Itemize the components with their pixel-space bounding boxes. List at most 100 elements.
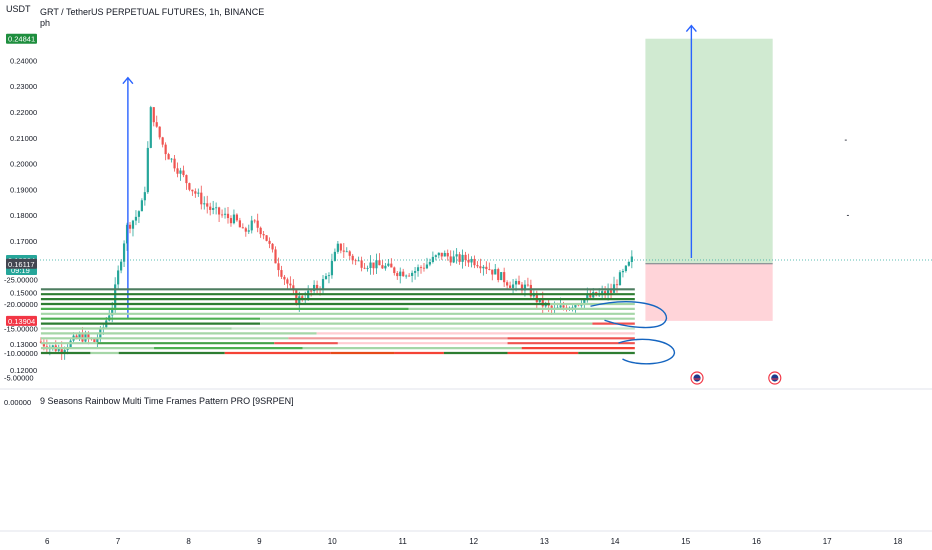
candle <box>452 250 455 264</box>
candle-body <box>217 207 221 215</box>
candle <box>131 219 135 237</box>
candle-body <box>461 254 464 262</box>
time-tick-label: 18 <box>893 537 902 546</box>
candle <box>345 247 348 253</box>
candle-body <box>182 170 185 176</box>
candle <box>241 223 244 229</box>
time-tick-label: 10 <box>328 537 337 546</box>
candle-body <box>42 342 45 347</box>
candle <box>491 269 494 281</box>
candle <box>203 196 206 210</box>
time-tick-label: 9 <box>257 537 262 546</box>
price-axis-badge: 0.16117 <box>6 258 37 269</box>
candle-body <box>571 307 574 309</box>
candle <box>473 255 476 269</box>
candle <box>393 266 396 276</box>
candle-body <box>176 168 179 174</box>
up-arrow <box>685 24 697 259</box>
candle-body <box>203 203 206 205</box>
candle <box>310 289 313 297</box>
candle <box>179 167 182 181</box>
time-axis: 6 7 8 9 10 11 12 13 14 15 16 17 18 <box>45 537 903 546</box>
candle-body <box>586 295 589 300</box>
candle <box>508 281 512 289</box>
candle <box>238 217 241 228</box>
candle-body <box>333 251 337 261</box>
candle-body <box>215 207 218 209</box>
candle-body <box>363 267 366 269</box>
candle <box>339 243 342 254</box>
symbol-title[interactable]: GRT / TetherUS PERPETUAL FUTURES, 1h, BI… <box>40 7 265 17</box>
candle-body <box>247 230 250 232</box>
candle <box>375 253 378 275</box>
candle-body <box>286 279 289 284</box>
candle-body <box>431 256 434 262</box>
candle-body <box>96 338 99 343</box>
candle-body <box>618 272 622 286</box>
price-tick-label: 0.21000 <box>10 134 37 143</box>
candle <box>627 260 630 267</box>
candle-body <box>292 285 295 291</box>
price-badge-bg <box>6 258 37 269</box>
candle-body <box>589 295 592 298</box>
indicator-axis: 0.00000 -5.00000 -10.00000 -15.00000 -20.000… <box>4 276 38 408</box>
candle <box>482 264 485 276</box>
candle-body <box>520 284 524 291</box>
candle <box>155 115 158 128</box>
candle <box>541 291 544 315</box>
candle-body <box>280 270 283 277</box>
candle-body <box>324 276 328 280</box>
indicator-title[interactable]: 9 Seasons Rainbow Multi Time Frames Patt… <box>40 396 294 406</box>
candle <box>143 186 146 206</box>
time-tick-label: 16 <box>752 537 761 546</box>
candle-body <box>562 305 565 308</box>
economic-event-icon <box>768 371 782 385</box>
price-tick-label: 0.19000 <box>10 185 37 194</box>
candle-body <box>506 282 509 286</box>
candle-body <box>488 269 491 270</box>
candle-body <box>440 252 443 257</box>
overlay-label[interactable]: ph <box>40 18 51 28</box>
candle <box>120 259 123 274</box>
candle-body <box>446 252 449 257</box>
candle <box>217 206 221 223</box>
candle-body <box>354 260 357 262</box>
candle-body <box>416 267 420 272</box>
candle <box>271 243 274 253</box>
candle <box>428 258 432 267</box>
candle <box>500 271 503 281</box>
price-tick-label: 0.17000 <box>10 237 37 246</box>
candle <box>265 235 268 242</box>
candle <box>437 252 440 259</box>
candle-body <box>122 243 126 262</box>
candle-body <box>253 220 256 222</box>
candle <box>431 251 434 264</box>
candle-body <box>120 261 123 271</box>
candle <box>443 250 446 257</box>
candle <box>128 222 132 234</box>
candle-body <box>357 260 360 262</box>
candle-body <box>170 158 173 160</box>
price-badge-text: 0.24841 <box>8 35 35 44</box>
candle-body <box>396 273 399 277</box>
candle <box>446 249 449 261</box>
candle-body <box>517 281 521 285</box>
candle-body <box>143 192 146 201</box>
candle <box>464 251 467 267</box>
candle <box>621 268 625 278</box>
candle <box>366 265 369 272</box>
indicator-tick-label: 0.00000 <box>4 398 31 407</box>
candle <box>167 152 170 160</box>
candle <box>497 267 500 283</box>
candle <box>517 275 521 285</box>
candle <box>330 253 334 279</box>
candle-body <box>630 256 633 262</box>
time-tick-label: 8 <box>186 537 191 546</box>
candle <box>292 279 295 294</box>
candle-body <box>339 243 342 251</box>
candle-body <box>485 266 488 270</box>
candle <box>479 258 482 274</box>
rainbow-lines <box>40 288 635 355</box>
stop-zone <box>645 263 773 321</box>
